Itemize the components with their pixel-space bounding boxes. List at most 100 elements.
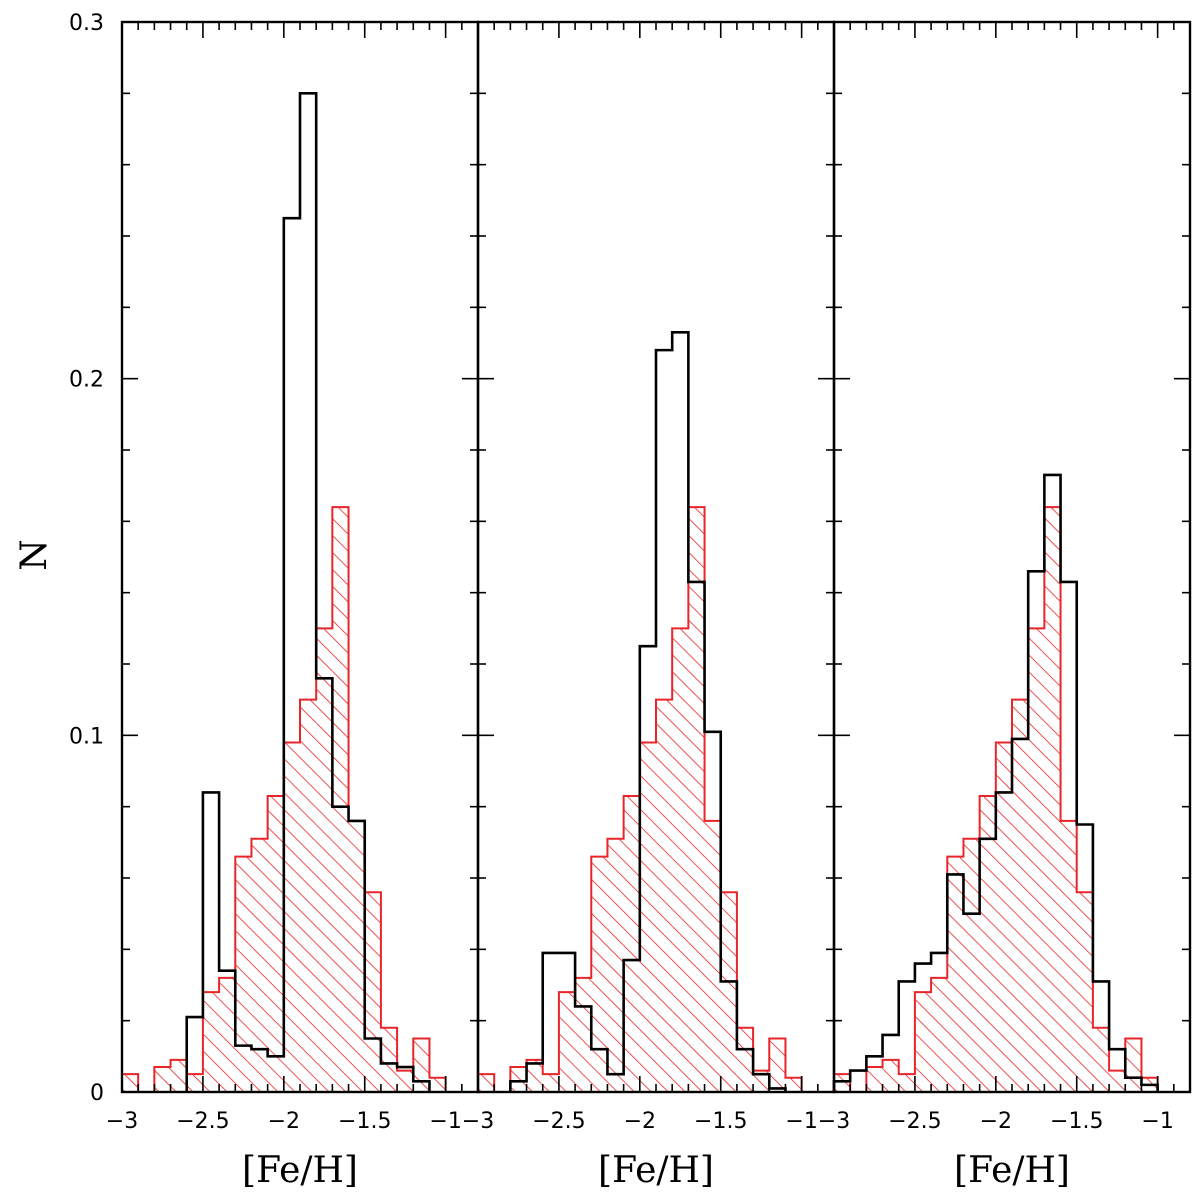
histogram-bar xyxy=(380,1027,398,1092)
x-axis-label: [Fe/H] xyxy=(242,1150,358,1191)
histogram-step-line xyxy=(833,506,1174,1093)
histogram-bar xyxy=(736,1027,754,1092)
outline-histogram xyxy=(832,473,1159,1092)
x-tick-label: −2.5 xyxy=(176,1109,229,1134)
y-tick-label: 0.3 xyxy=(69,11,104,36)
panel-3: −3 −2.5 −2 −1.5 −1 [Fe/H] xyxy=(818,20,1192,1191)
histogram-step-line xyxy=(832,473,1159,1092)
histogram-bar xyxy=(348,820,365,1092)
histogram-bar xyxy=(963,838,980,1092)
histogram-step-line xyxy=(185,92,431,1092)
histogram-bar xyxy=(251,838,268,1092)
histogram-bar xyxy=(1044,507,1061,1093)
histogram-bar xyxy=(526,1059,543,1092)
histogram-bar xyxy=(429,1077,446,1092)
x-tick-labels: −3 −2.5 −2 −1.5 −1 xyxy=(106,1109,462,1134)
x-tick-label: −1 xyxy=(429,1109,461,1134)
histogram-bar xyxy=(122,1074,139,1092)
x-tick-label: −3 xyxy=(106,1109,138,1134)
y-ticks xyxy=(478,21,834,1093)
histogram-bar xyxy=(478,1074,495,1092)
histogram-bar xyxy=(542,1074,559,1092)
outline-histogram xyxy=(185,92,431,1092)
panels: −3 −2.5 −2 −1.5 −1 [Fe/H] −3 −2.5 −2 −1.5 −1 [Fe/H]… xyxy=(106,20,1192,1191)
x-tick-label: −3 xyxy=(818,1109,850,1134)
histogram-bar xyxy=(186,1074,203,1092)
histogram-bar xyxy=(995,742,1012,1092)
x-tick-label: −1 xyxy=(1141,1109,1173,1134)
histogram-bar xyxy=(947,856,964,1092)
histogram-bar xyxy=(300,699,317,1092)
x-tick-label: −2.5 xyxy=(532,1109,585,1134)
histogram-bar xyxy=(1109,1070,1126,1092)
histogram-bar xyxy=(558,992,576,1092)
histogram-bar xyxy=(769,1038,786,1092)
histogram-bar xyxy=(931,977,948,1092)
histogram-bar xyxy=(1092,1027,1110,1092)
histogram-bar xyxy=(1060,820,1077,1092)
x-tick-label: −1.5 xyxy=(694,1109,747,1134)
y-ticks xyxy=(122,21,478,1093)
histogram-bar xyxy=(834,1074,851,1092)
histogram-step-line xyxy=(509,331,787,1092)
histogram-bar xyxy=(510,1067,527,1092)
histogram-bar xyxy=(882,1059,899,1092)
histogram-bar xyxy=(235,856,252,1092)
histogram-bar xyxy=(704,820,721,1092)
histogram-bar xyxy=(316,628,333,1092)
hatched-histogram xyxy=(833,506,1174,1093)
histogram-bar xyxy=(267,795,284,1092)
x-tick-labels: −3 −2.5 −2 −1.5 −1 xyxy=(818,1109,1174,1134)
histogram-bar xyxy=(202,992,220,1092)
x-tick-label: −1.5 xyxy=(1050,1109,1103,1134)
histogram-bar xyxy=(283,742,300,1092)
x-ticks xyxy=(121,22,479,1092)
histogram-bar xyxy=(785,1077,802,1092)
histogram-bar xyxy=(364,892,381,1092)
histogram-bar xyxy=(170,1059,187,1092)
y-axis-label: N xyxy=(14,539,55,571)
x-tick-label: −3 xyxy=(462,1109,494,1134)
histogram-bar xyxy=(1125,1038,1142,1092)
x-tick-label: −2.5 xyxy=(888,1109,941,1134)
histogram-bar xyxy=(332,507,349,1093)
x-axis-label: [Fe/H] xyxy=(954,1150,1070,1191)
histogram-bar xyxy=(639,742,656,1092)
panel-2: −3 −2.5 −2 −1.5 −1 [Fe/H] xyxy=(462,20,836,1191)
y-tick-label: 0.1 xyxy=(69,724,104,749)
histogram-bar xyxy=(914,992,932,1092)
histogram-bar xyxy=(575,977,592,1092)
x-axis-label: [Fe/H] xyxy=(598,1150,714,1191)
histogram-bar xyxy=(866,1067,883,1092)
x-tick-label: −2 xyxy=(268,1109,300,1134)
histogram-bar xyxy=(1028,628,1045,1092)
y-tick-label: 0 xyxy=(90,1081,104,1106)
x-tick-labels: −3 −2.5 −2 −1.5 −1 xyxy=(462,1109,818,1134)
outline-histogram xyxy=(509,331,787,1092)
histogram-bar xyxy=(656,699,673,1092)
histogram-bar xyxy=(591,856,608,1092)
histogram-bar xyxy=(397,1070,414,1092)
x-tick-label: −2 xyxy=(980,1109,1012,1134)
x-tick-label: −1 xyxy=(785,1109,817,1134)
histogram-bar xyxy=(979,795,996,1092)
y-tick-labels: 0 0.1 0.2 0.3 xyxy=(69,11,104,1106)
histogram-bar xyxy=(753,1070,770,1092)
histogram-bar xyxy=(154,1067,171,1092)
histogram-bar xyxy=(607,838,624,1092)
hatched-histogram xyxy=(121,506,462,1093)
histogram-bar xyxy=(623,795,640,1092)
x-ticks xyxy=(833,22,1191,1092)
histogram-bar xyxy=(672,628,689,1092)
hatched-histogram xyxy=(477,506,818,1093)
y-tick-label: 0.2 xyxy=(69,368,104,393)
histogram-bar xyxy=(898,1074,915,1092)
x-tick-label: −2 xyxy=(624,1109,656,1134)
histogram-bar xyxy=(413,1038,430,1092)
x-tick-label: −1.5 xyxy=(338,1109,391,1134)
histogram-bar xyxy=(720,892,737,1092)
histogram-bar xyxy=(1012,699,1029,1092)
y-ticks xyxy=(834,21,1190,1093)
panel-1: −3 −2.5 −2 −1.5 −1 [Fe/H] xyxy=(106,20,480,1191)
